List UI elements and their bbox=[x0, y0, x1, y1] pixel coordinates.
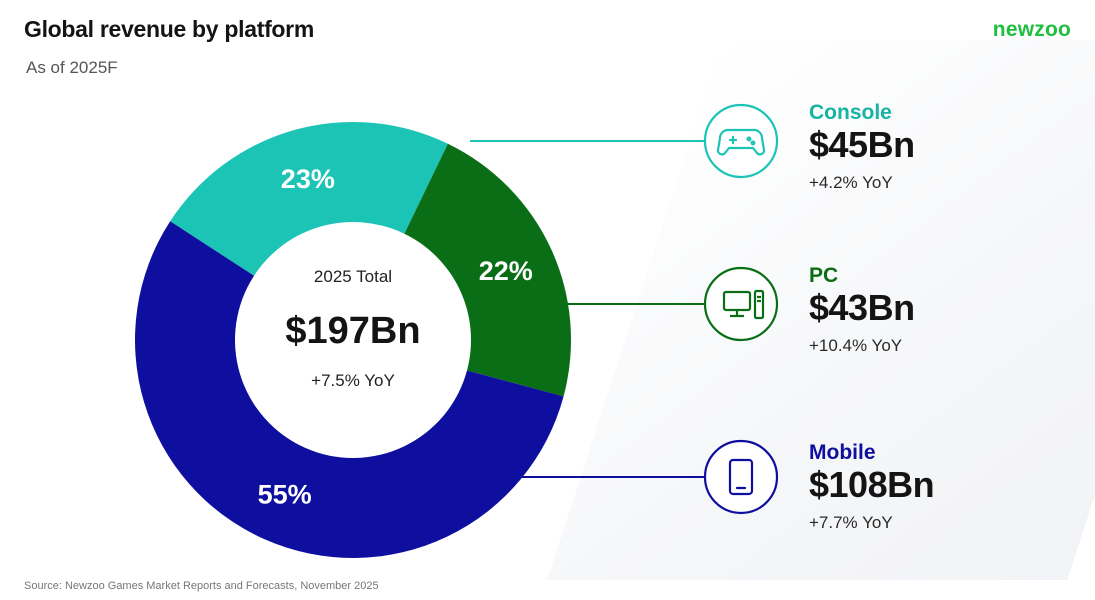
center-total-label: 2025 Total bbox=[314, 267, 392, 286]
donut-slices bbox=[134, 122, 571, 559]
source-note: Source: Newzoo Games Market Reports and … bbox=[24, 580, 379, 592]
gamepad-icon bbox=[716, 128, 766, 156]
slice-mobile bbox=[134, 221, 564, 559]
pct-label-pc: 22% bbox=[479, 256, 533, 286]
pct-label-mobile: 55% bbox=[258, 479, 312, 509]
slice-console bbox=[170, 122, 448, 276]
legend-console: Console $45Bn +4.2% YoY bbox=[809, 101, 915, 193]
legend-pc-revenue: $43Bn bbox=[809, 287, 915, 328]
legend-mobile-revenue: $108Bn bbox=[809, 464, 935, 505]
legend-mobile-name: Mobile bbox=[809, 441, 876, 464]
slice-pc bbox=[404, 143, 571, 397]
legend-console-name: Console bbox=[809, 101, 892, 124]
percentage-labels: 23% 22% 55% bbox=[258, 164, 533, 509]
console-icon-badge bbox=[703, 103, 779, 179]
center-total-value: $197Bn bbox=[285, 310, 420, 352]
connector-lines bbox=[470, 140, 705, 478]
center-total-yoy: +7.5% YoY bbox=[311, 371, 395, 390]
desktop-computer-icon bbox=[722, 289, 765, 320]
legend-pc-name: PC bbox=[809, 264, 839, 287]
legend-pc: PC $43Bn +10.4% YoY bbox=[809, 264, 915, 356]
smartphone-icon bbox=[728, 458, 754, 496]
chart-subtitle: As of 2025F bbox=[26, 58, 118, 77]
pct-label-console: 23% bbox=[281, 164, 335, 194]
legend-pc-yoy: +10.4% YoY bbox=[809, 336, 903, 355]
legend-mobile-yoy: +7.7% YoY bbox=[809, 513, 893, 532]
pc-icon-badge bbox=[703, 266, 779, 342]
chart-title: Global revenue by platform bbox=[24, 16, 314, 42]
mobile-icon-badge bbox=[703, 439, 779, 515]
legend-console-revenue: $45Bn bbox=[809, 124, 915, 165]
legend-mobile: Mobile $108Bn +7.7% YoY bbox=[809, 441, 935, 533]
legend-console-yoy: +4.2% YoY bbox=[809, 173, 893, 192]
brand-logo: newzoo bbox=[992, 18, 1071, 41]
